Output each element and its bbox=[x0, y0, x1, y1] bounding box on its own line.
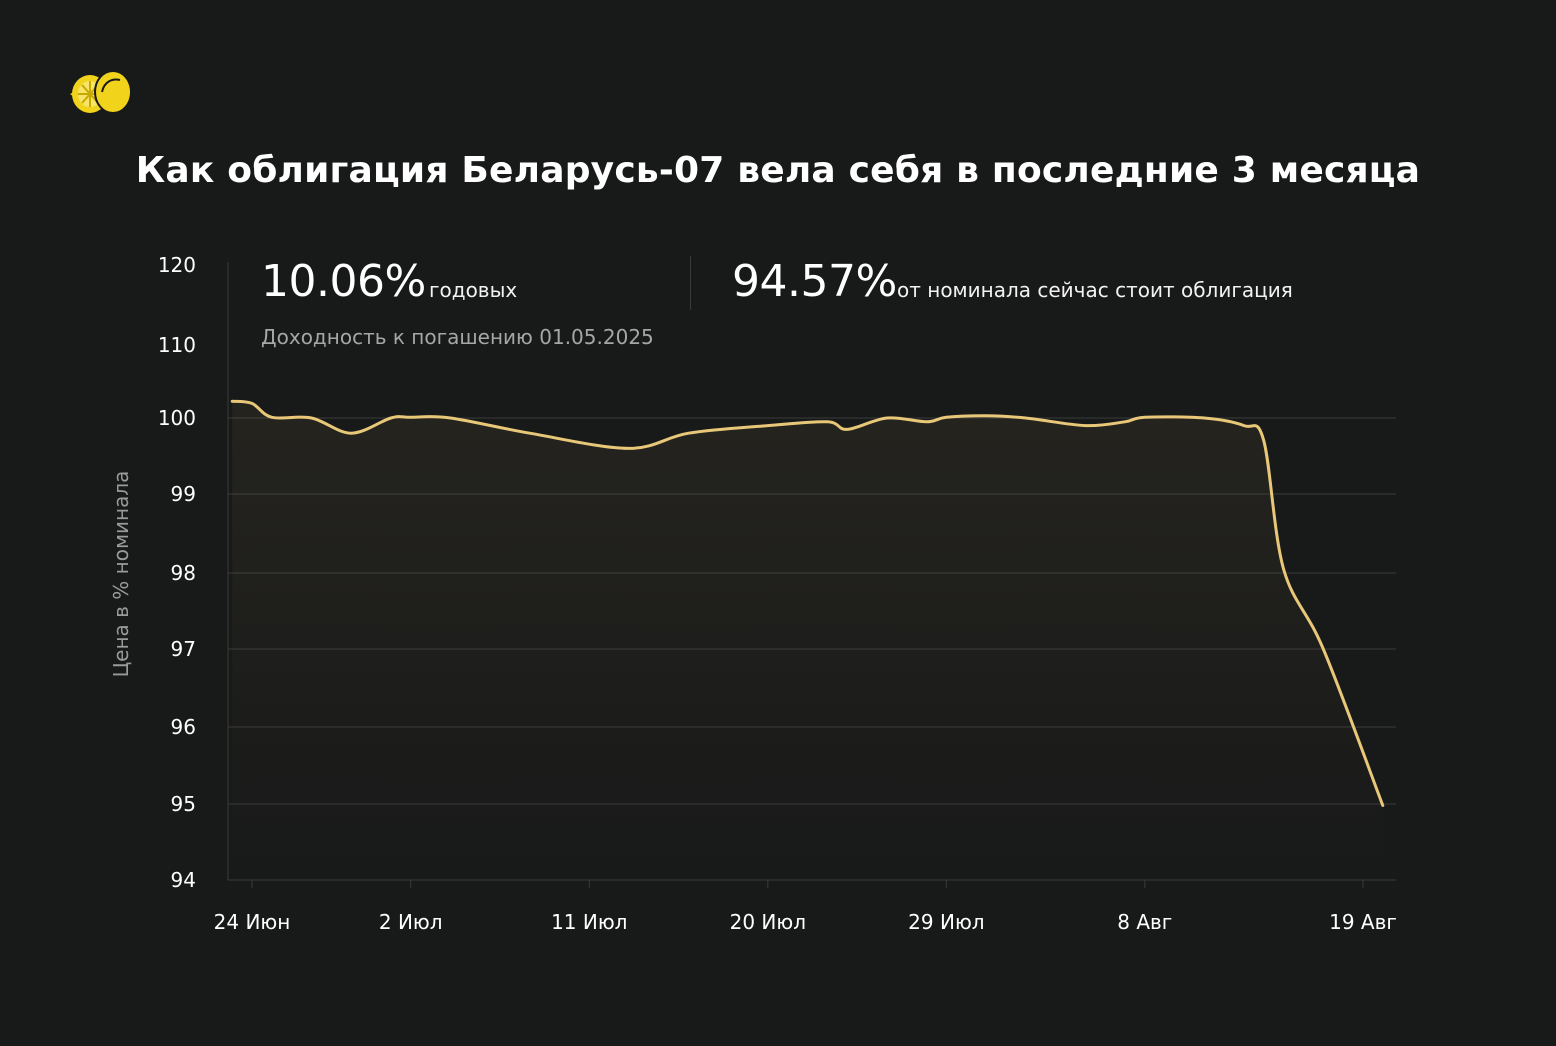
y-axis-label: Цена в % номинала bbox=[109, 471, 133, 678]
stats-divider bbox=[690, 256, 691, 310]
y-tick-label: 100 bbox=[158, 406, 196, 430]
lemon-logo-icon bbox=[70, 70, 132, 114]
y-tick-label: 110 bbox=[158, 333, 196, 357]
y-tick-label: 96 bbox=[171, 715, 196, 739]
chart-title: Как облигация Беларусь-07 вела себя в по… bbox=[135, 150, 1421, 191]
y-tick-label: 99 bbox=[171, 482, 196, 506]
x-tick-label: 20 Июл bbox=[730, 910, 806, 934]
y-tick-label: 98 bbox=[171, 561, 196, 585]
x-tick-label: 11 Июл bbox=[551, 910, 627, 934]
series-line bbox=[230, 399, 1385, 807]
y-tick-label: 97 bbox=[171, 637, 196, 661]
yield-value: 10.06% bbox=[261, 256, 426, 307]
x-tick-label: 19 Авг bbox=[1329, 910, 1397, 934]
yield-caption: Доходность к погашению 01.05.2025 bbox=[261, 325, 654, 349]
price-caption: от номинала сейчас стоит облигация bbox=[897, 278, 1293, 302]
series-area bbox=[232, 401, 1383, 880]
x-tick-label: 8 Авг bbox=[1117, 910, 1172, 934]
x-tick-label: 2 Июл bbox=[379, 910, 443, 934]
y-tick-label: 120 bbox=[158, 253, 196, 277]
yield-unit: годовых bbox=[429, 278, 518, 302]
y-tick-label: 95 bbox=[171, 792, 196, 816]
x-tick-label: 24 Июн bbox=[214, 910, 291, 934]
price-value: 94.57% bbox=[732, 256, 897, 307]
x-tick-label: 29 Июл bbox=[908, 910, 984, 934]
y-tick-label: 94 bbox=[171, 868, 196, 892]
